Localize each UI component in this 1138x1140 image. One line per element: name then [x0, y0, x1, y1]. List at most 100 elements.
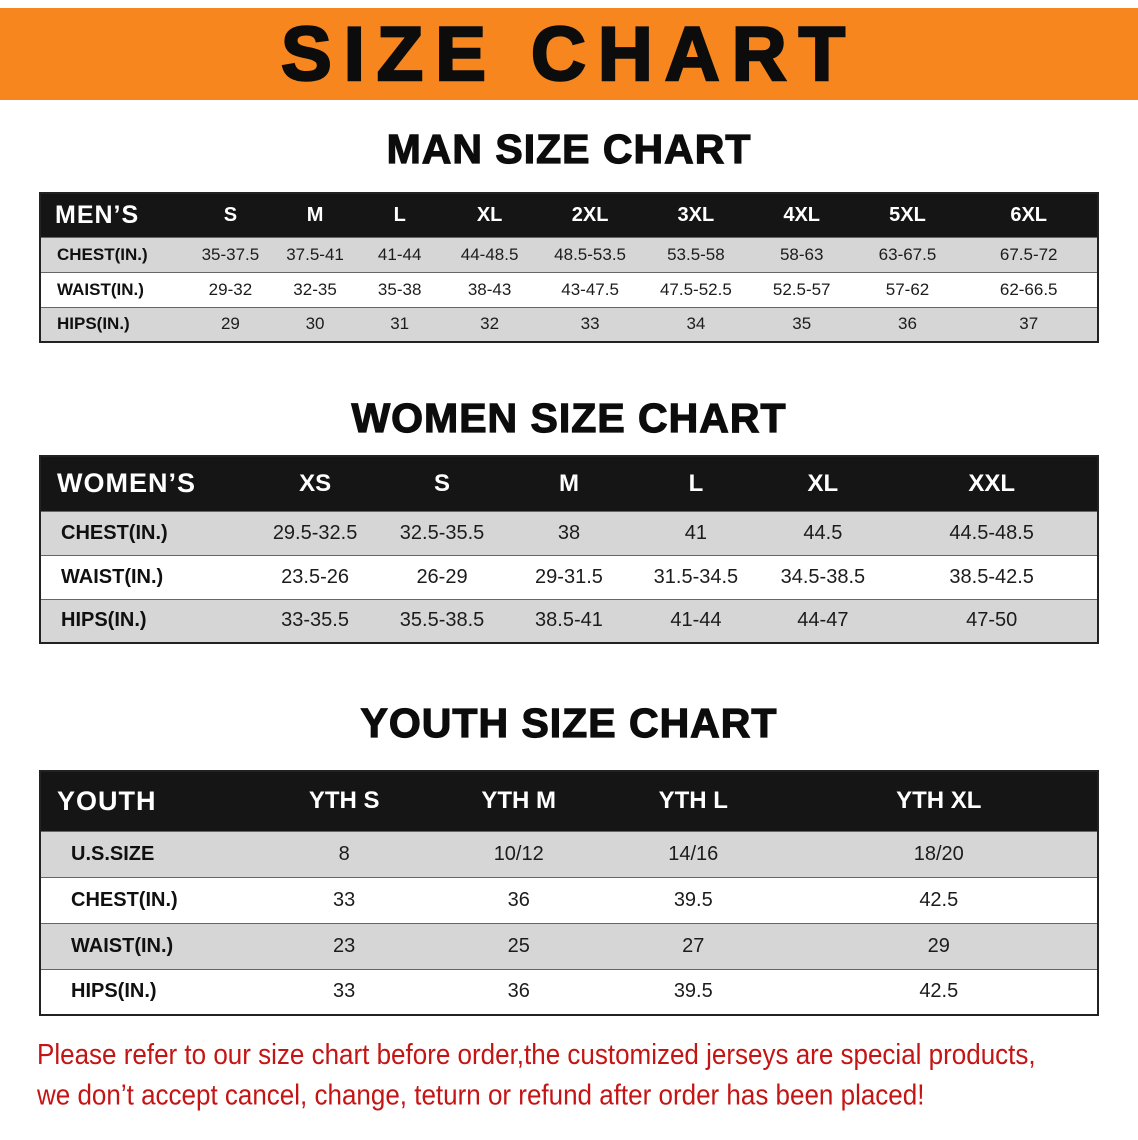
row-label: CHEST(IN.)	[71, 888, 178, 911]
value-cell: 62-66.5	[999, 279, 1058, 299]
value-cell: 23	[256, 923, 432, 969]
size-column-header: XL	[759, 456, 887, 511]
value-cell: 38.5-42.5	[949, 565, 1034, 588]
value-cell: 43-47.5	[561, 279, 619, 299]
table-row: U.S.SIZE 8 10/12 14/16 18/20	[40, 831, 1098, 877]
size-column-header: 3XL	[643, 193, 749, 237]
row-label: WAIST(IN.)	[61, 565, 164, 588]
row-label: HIPS(IN.)	[40, 307, 189, 342]
table-row: HIPS(IN.) 29 30 31 32 33 34 35 36 37	[40, 307, 1098, 342]
value-cell: 41-44	[632, 599, 760, 643]
women-size-table: WOMEN’S XS S M L XL XXL CHEST(IN.) 29.5-32.5 32.5…	[39, 455, 1099, 644]
size-column-header: XS	[251, 456, 379, 511]
value-cell: 29-31.5	[535, 565, 603, 588]
value-cell: 47-50	[886, 599, 1098, 643]
value-cell: 36	[507, 980, 530, 1003]
size-column-header: YTH M	[431, 771, 606, 831]
women-size-table-grid: WOMEN’S XS S M L XL XXL CHEST(IN.) 29.5-32.5 32.5…	[39, 455, 1099, 644]
value-cell: 32-35	[293, 279, 337, 299]
size-column-header: S	[378, 456, 506, 511]
youth-size-table-grid: YOUTH YTH S YTH M YTH L YTH XL U.S.SIZE 8 10/12…	[39, 770, 1099, 1016]
value-cell: 23.5-26	[281, 565, 349, 588]
row-label: HIPS(IN.)	[40, 599, 252, 643]
value-cell: 52.5-57	[772, 279, 831, 299]
value-cell: 63-67.5	[854, 237, 961, 272]
value-cell: 44-47	[759, 599, 887, 643]
value-cell: 47.5-52.5	[659, 279, 732, 299]
value-cell: 35	[748, 307, 855, 342]
value-cell: 41-44	[357, 237, 442, 272]
table-row: CHEST(IN.) 33 36 39.5 42.5	[40, 877, 1098, 923]
banner-title: SIZE CHART	[280, 10, 857, 98]
value-cell: 38.5-41	[505, 599, 633, 643]
table-row: HIPS(IN.) 33 36 39.5 42.5	[40, 969, 1098, 1015]
header-row: WOMEN’S XS S M L XL XXL	[40, 456, 1098, 511]
value-cell: 53.5-58	[643, 237, 749, 272]
row-label: WAIST(IN.)	[57, 279, 144, 299]
disclaimer-line: we don’t accept cancel, change, teturn o…	[37, 1077, 925, 1112]
row-label: CHEST(IN.)	[40, 237, 189, 272]
size-column-header: M	[272, 193, 358, 237]
value-cell: 42.5	[919, 888, 959, 911]
size-column-header: 4XL	[748, 193, 855, 237]
value-cell: 67.5-72	[960, 237, 1098, 272]
value-cell: 36	[854, 307, 961, 342]
table-row: WAIST(IN.) 23.5-26 26-29 29-31.5 31.5-34.5 34…	[40, 555, 1098, 599]
table-corner-label: YOUTH	[40, 771, 257, 831]
size-column-header: YTH L	[606, 771, 781, 831]
value-cell: 36	[507, 888, 530, 911]
header-row: YOUTH YTH S YTH M YTH L YTH XL	[40, 771, 1098, 831]
value-cell: 14/16	[606, 831, 781, 877]
value-cell: 33	[333, 888, 356, 911]
size-column-header: 6XL	[960, 193, 1098, 237]
value-cell: 27	[606, 923, 781, 969]
value-cell: 34.5-38.5	[780, 565, 866, 588]
value-cell: 58-63	[748, 237, 855, 272]
value-cell: 26-29	[416, 565, 468, 588]
men-size-table-grid: MEN’S S M L XL 2XL 3XL 4XL 5XL 6XL CHEST(IN.) 35-37…	[39, 192, 1099, 343]
size-column-header: L	[357, 193, 442, 237]
value-cell: 32.5-35.5	[378, 511, 506, 555]
value-cell: 32	[441, 307, 538, 342]
value-cell: 41	[632, 511, 760, 555]
table-row: CHEST(IN.) 29.5-32.5 32.5-35.5 38 41 44.5 44.5…	[40, 511, 1098, 555]
value-cell: 29	[188, 307, 273, 342]
size-chart-page: SIZE CHART MAN SIZE CHART MEN’S S M L XL 2XL 3…	[0, 8, 1138, 1111]
value-cell: 35-37.5	[188, 237, 273, 272]
value-cell: 29	[780, 923, 1098, 969]
value-cell: 31	[357, 307, 442, 342]
table-corner-label: MEN’S	[40, 193, 189, 237]
table-row: HIPS(IN.) 33-35.5 35.5-38.5 38.5-41 41-44 44-…	[40, 599, 1098, 643]
value-cell: 37.5-41	[272, 237, 358, 272]
value-cell: 29-32	[208, 279, 253, 299]
youth-size-table: YOUTH YTH S YTH M YTH L YTH XL U.S.SIZE 8 10/12…	[39, 770, 1099, 1016]
value-cell: 33-35.5	[251, 599, 379, 643]
disclaimer-line: Please refer to our size chart before or…	[37, 1037, 1036, 1071]
size-column-header: XXL	[886, 456, 1098, 511]
value-cell: 8	[256, 831, 432, 877]
value-cell: 30	[272, 307, 358, 342]
value-cell: 34	[643, 307, 749, 342]
size-column-header: L	[632, 456, 760, 511]
banner: SIZE CHART	[0, 8, 1138, 100]
table-row: WAIST(IN.) 23 25 27 29	[40, 923, 1098, 969]
value-cell: 44.5-48.5	[886, 511, 1098, 555]
men-section-heading: MAN SIZE CHART	[386, 125, 752, 172]
value-cell: 44-48.5	[441, 237, 538, 272]
value-cell: 38	[505, 511, 633, 555]
size-column-header: YTH S	[256, 771, 432, 831]
table-corner-label: WOMEN’S	[40, 456, 252, 511]
header-row: MEN’S S M L XL 2XL 3XL 4XL 5XL 6XL	[40, 193, 1098, 237]
value-cell: 57-62	[885, 279, 930, 299]
value-cell: 33	[333, 980, 356, 1003]
row-label: U.S.SIZE	[40, 831, 257, 877]
value-cell: 35-38	[377, 279, 422, 299]
size-column-header: 2XL	[537, 193, 643, 237]
value-cell: 33	[537, 307, 643, 342]
value-cell: 18/20	[780, 831, 1098, 877]
value-cell: 37	[960, 307, 1098, 342]
size-column-header: S	[188, 193, 273, 237]
row-label: WAIST(IN.)	[40, 923, 257, 969]
value-cell: 44.5	[759, 511, 887, 555]
youth-section-heading: YOUTH SIZE CHART	[360, 699, 778, 746]
